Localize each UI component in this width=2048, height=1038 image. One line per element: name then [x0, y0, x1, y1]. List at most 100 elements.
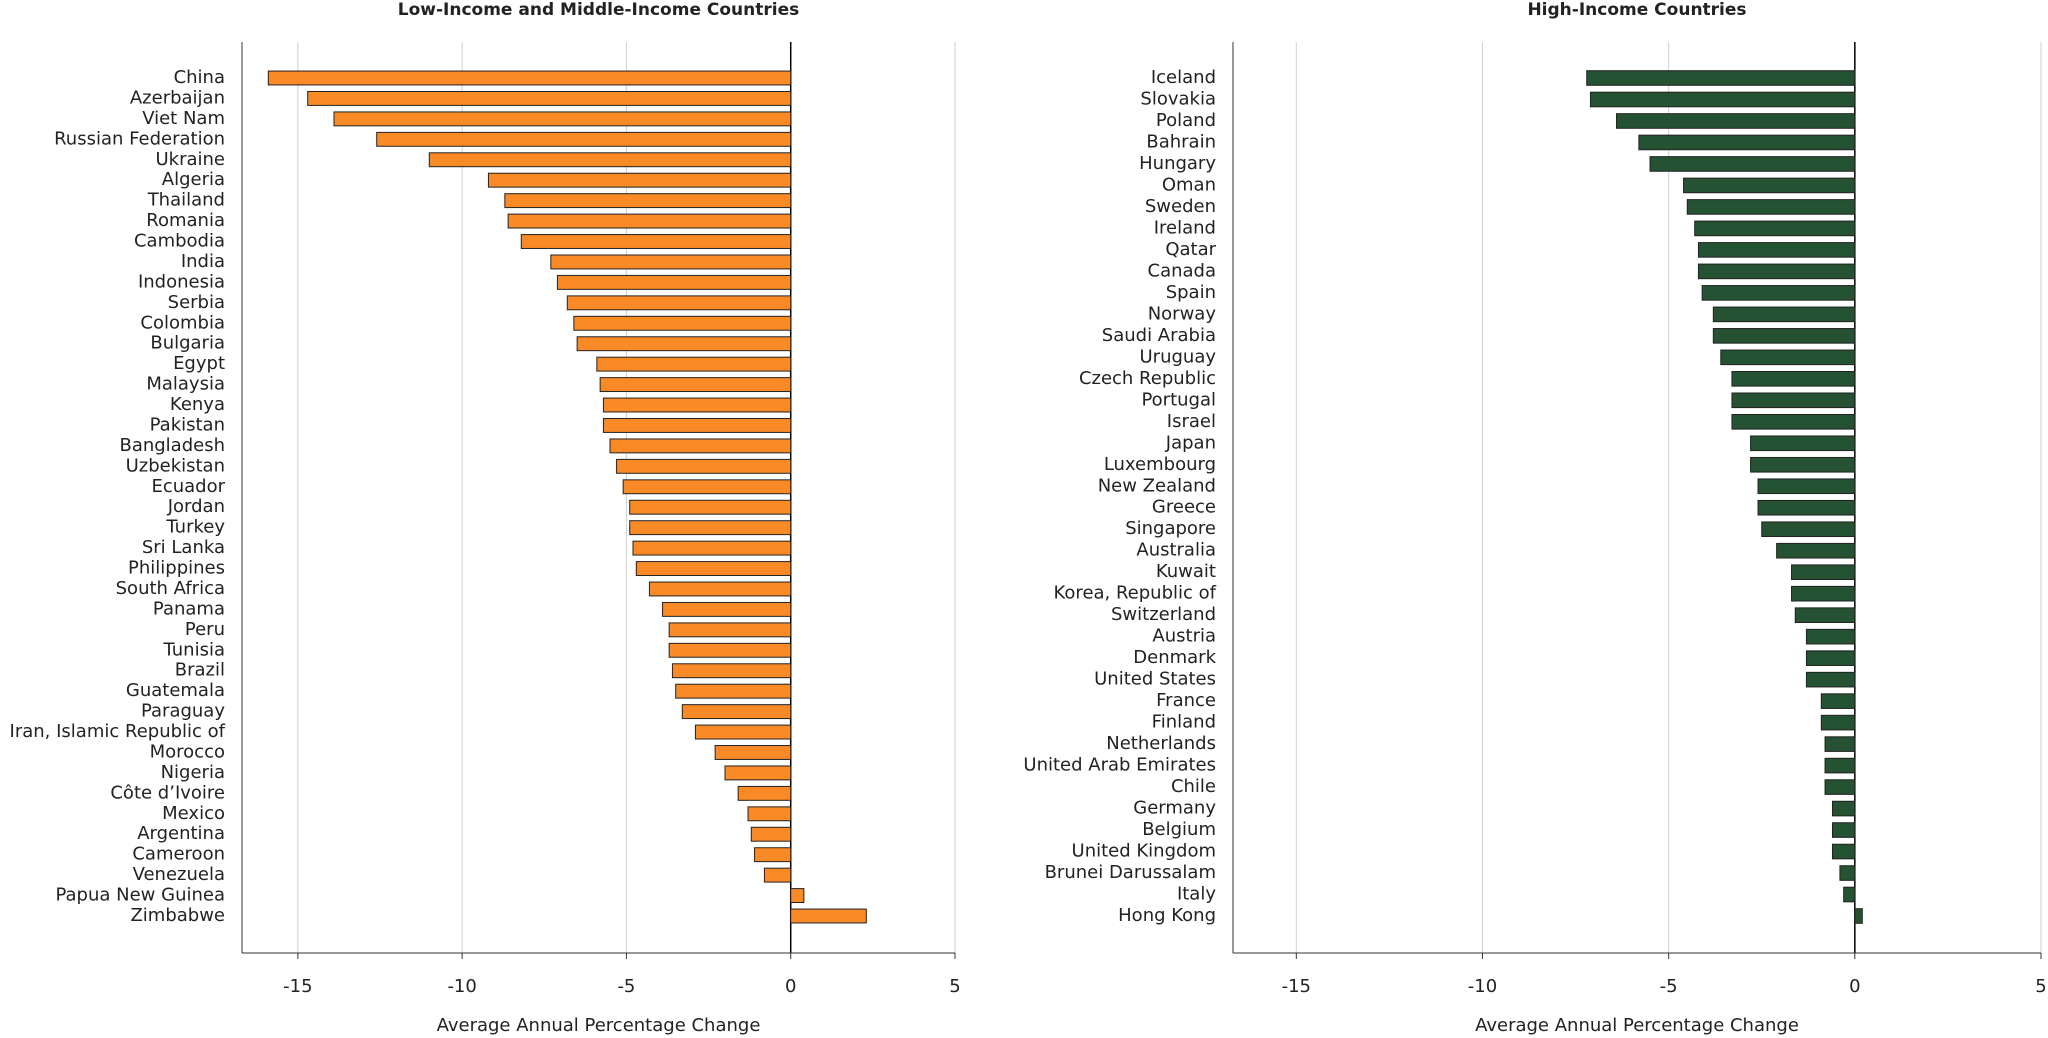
y-tick-label: Saudi Arabia: [1102, 325, 1216, 346]
y-tick-label: Turkey: [165, 517, 225, 538]
y-tick-label: Ukraine: [155, 149, 225, 170]
y-tick-label: India: [181, 251, 225, 272]
x-tick-label: -15: [283, 976, 312, 997]
bar: [1757, 478, 1856, 495]
bar: [1824, 736, 1856, 752]
y-tick-label: Slovakia: [1140, 88, 1216, 109]
y-tick-label: Côte d’Ivoire: [110, 782, 225, 803]
bar: [576, 336, 792, 352]
y-tick-label: Cambodia: [134, 231, 225, 252]
y-tick-label: Hungary: [1139, 153, 1216, 174]
bar: [668, 642, 792, 658]
y-tick-label: Brunei Darussalam: [1045, 862, 1216, 883]
y-tick-label: Azerbaijan: [130, 87, 225, 108]
bar: [635, 561, 792, 576]
bar: [1649, 156, 1856, 172]
y-tick-label: Denmark: [1133, 647, 1216, 668]
bar: [1750, 435, 1856, 452]
y-tick-label: Bahrain: [1146, 131, 1216, 152]
bar: [504, 193, 792, 209]
y-tick-label: Japan: [1165, 432, 1216, 453]
y-tick-label: Thailand: [147, 190, 225, 211]
bar: [1638, 134, 1856, 151]
y-tick-label: Austria: [1152, 626, 1216, 647]
bar: [1616, 113, 1856, 129]
bar: [1731, 371, 1856, 387]
x-tick-label: -10: [1468, 976, 1497, 997]
y-tick-label: Morocco: [150, 741, 225, 762]
y-tick-label: Kenya: [170, 394, 225, 415]
y-tick-label: Zimbabwe: [130, 905, 225, 926]
bar: [1761, 521, 1856, 538]
bar: [1831, 822, 1856, 838]
y-tick-label: Portugal: [1141, 389, 1216, 410]
y-tick-label: Viet Nam: [142, 108, 225, 129]
bar: [556, 274, 792, 290]
y-tick-label: Ireland: [1154, 217, 1216, 238]
bar: [1843, 886, 1856, 903]
x-tick-label: 0: [1849, 976, 1860, 997]
y-tick-label: Nigeria: [161, 762, 225, 783]
y-tick-label: Egypt: [173, 353, 225, 374]
y-tick-label: Belgium: [1142, 819, 1216, 840]
y-tick-label: Bangladesh: [119, 435, 225, 456]
bar: [1854, 908, 1863, 924]
y-tick-label: Jordan: [167, 496, 225, 517]
x-tick-label: 0: [785, 976, 796, 997]
bar: [520, 234, 792, 249]
bar: [1831, 843, 1856, 860]
bar: [724, 765, 792, 781]
y-tick-label: Canada: [1148, 260, 1217, 281]
y-tick-label: Finland: [1152, 712, 1216, 733]
bar: [675, 683, 792, 699]
y-tick-label: Norway: [1148, 303, 1217, 324]
y-tick-label: United Kingdom: [1072, 841, 1216, 862]
bar: [681, 704, 792, 720]
bar: [1712, 328, 1856, 344]
bar: [648, 581, 792, 597]
y-tick-label: New Zealand: [1098, 475, 1216, 496]
bar: [616, 458, 792, 474]
y-tick-label: Uzbekistan: [126, 455, 225, 476]
bar: [599, 377, 792, 393]
x-tick-label: -15: [1282, 976, 1311, 997]
bar: [1757, 499, 1856, 516]
bar: [754, 847, 792, 863]
bar: [694, 724, 792, 740]
y-tick-label: Poland: [1156, 110, 1216, 131]
bar: [662, 601, 792, 617]
y-tick-label: Philippines: [128, 558, 225, 579]
y-tick-label: Netherlands: [1106, 733, 1216, 754]
y-tick-label: Luxembourg: [1104, 454, 1216, 475]
y-tick-label: Peru: [185, 619, 225, 640]
bar: [487, 172, 792, 188]
y-tick-label: Brazil: [175, 660, 225, 681]
y-tick-label: United States: [1094, 669, 1216, 690]
x-axis-label: Average Annual Percentage Change: [1475, 1015, 1799, 1036]
bar: [1805, 628, 1856, 645]
bar: [1791, 585, 1856, 602]
bar: [1805, 650, 1856, 666]
bar: [1791, 564, 1856, 581]
y-tick-label: Pakistan: [150, 414, 225, 435]
x-tick-label: 5: [949, 976, 960, 997]
y-tick-label: Russian Federation: [54, 128, 225, 149]
y-tick-label: Papua New Guinea: [55, 885, 225, 906]
bar: [763, 867, 792, 883]
bar: [1824, 757, 1856, 774]
y-tick-label: Paraguay: [141, 701, 225, 722]
y-tick-label: Indonesia: [138, 271, 225, 292]
bar: [668, 622, 792, 638]
bar: [566, 295, 792, 311]
bar: [1683, 177, 1856, 194]
y-tick-label: Oman: [1162, 174, 1216, 195]
bar: [376, 131, 792, 147]
x-tick-label: -5: [1660, 976, 1678, 997]
y-tick-label: Chile: [1171, 776, 1216, 797]
chart-title: Low-Income and Middle-Income Countries: [398, 0, 799, 20]
x-tick-label: -10: [447, 976, 476, 997]
bar: [1586, 70, 1856, 86]
y-tick-label: Singapore: [1125, 518, 1216, 539]
bar: [1776, 542, 1856, 559]
